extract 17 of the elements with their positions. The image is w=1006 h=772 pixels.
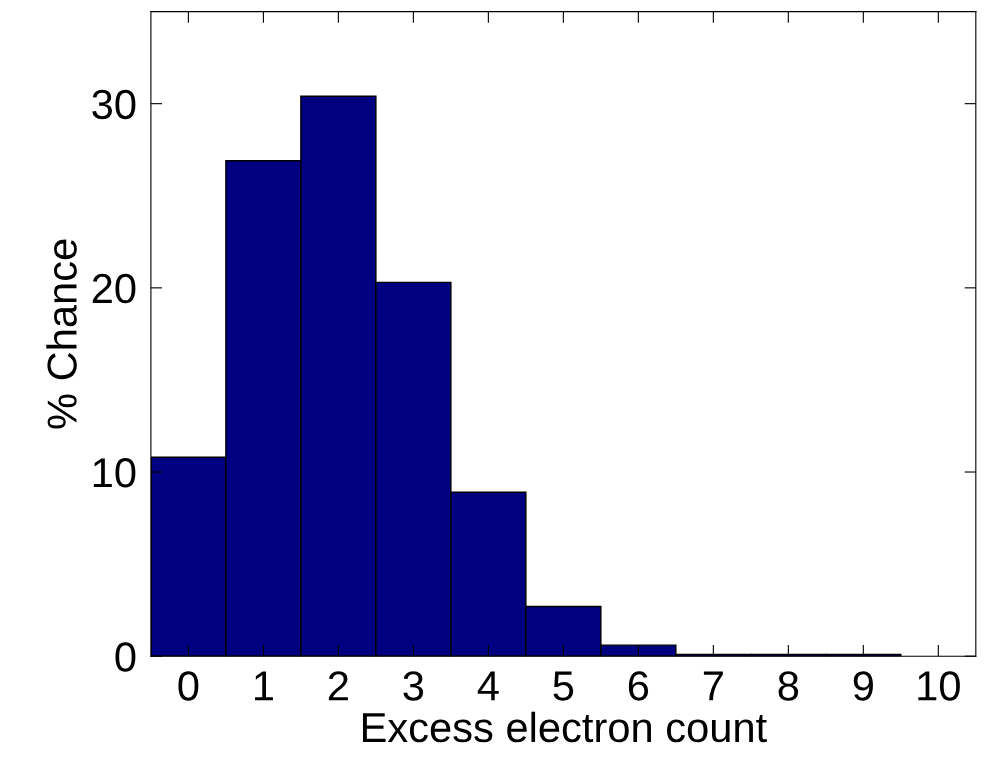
x-tick-label: 3 <box>403 671 424 701</box>
y-tick-label: 30 <box>92 89 136 120</box>
x-axis-title: Excess electron count <box>362 711 767 743</box>
x-tick-label: 6 <box>628 671 649 701</box>
y-tick-label: 0 <box>115 642 136 672</box>
x-tick-label: 5 <box>553 671 574 701</box>
x-tick-label: 2 <box>328 671 348 701</box>
y-axis-title: % Chance <box>46 239 77 429</box>
x-tick-label: 7 <box>703 671 723 701</box>
x-tick-label: 0 <box>178 671 199 701</box>
x-tick-label: 9 <box>853 671 873 701</box>
x-tick-label: 4 <box>477 671 499 701</box>
y-tick-label: 20 <box>92 273 136 304</box>
y-tick-label: 10 <box>93 458 136 488</box>
x-tick-label: 1 <box>254 671 273 701</box>
x-tick-label: 8 <box>778 671 799 701</box>
x-tick-label: 10 <box>918 671 960 701</box>
